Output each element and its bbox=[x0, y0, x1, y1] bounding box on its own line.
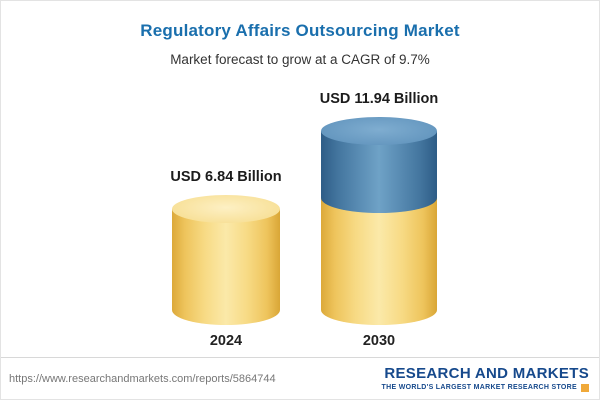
category-label-2030: 2030 bbox=[362, 333, 396, 349]
cylinder-top-2030 bbox=[321, 117, 437, 145]
cylinder-bar-chart: USD 6.84 Billion 2024 USD 11.94 Billion … bbox=[1, 1, 599, 361]
chart-header: Regulatory Affairs Outsourcing Market Ma… bbox=[1, 1, 599, 67]
bar-2024: USD 6.84 Billion 2024 bbox=[166, 169, 286, 349]
value-label-2024: USD 6.84 Billion bbox=[170, 169, 282, 185]
cylinder-top-2024 bbox=[172, 195, 280, 223]
cylinder-yellow-segment-2030 bbox=[321, 198, 437, 325]
logo-tagline: THE WORLD'S LARGEST MARKET RESEARCH STOR… bbox=[381, 384, 577, 392]
cylinder-2030 bbox=[321, 117, 437, 325]
cylinder-2024 bbox=[172, 195, 280, 325]
category-label-2024: 2024 bbox=[209, 333, 243, 349]
footer-bar: https://www.researchandmarkets.com/repor… bbox=[1, 357, 599, 399]
bar-2030: USD 11.94 Billion 2030 bbox=[316, 91, 442, 349]
value-label-2030: USD 11.94 Billion bbox=[319, 91, 439, 107]
cylinder-body-2024 bbox=[172, 209, 280, 325]
logo-tagline-row: THE WORLD'S LARGEST MARKET RESEARCH STOR… bbox=[381, 384, 589, 393]
page-subtitle: Market forecast to grow at a CAGR of 9.7… bbox=[170, 52, 430, 67]
report-url: https://www.researchandmarkets.com/repor… bbox=[9, 372, 276, 385]
logo-gold-square-icon bbox=[581, 384, 589, 393]
research-and-markets-logo: RESEARCH AND MARKETS THE WORLD'S LARGEST… bbox=[381, 364, 589, 393]
page-title: Regulatory Affairs Outsourcing Market bbox=[140, 21, 460, 40]
logo-wordmark: RESEARCH AND MARKETS bbox=[384, 364, 589, 382]
